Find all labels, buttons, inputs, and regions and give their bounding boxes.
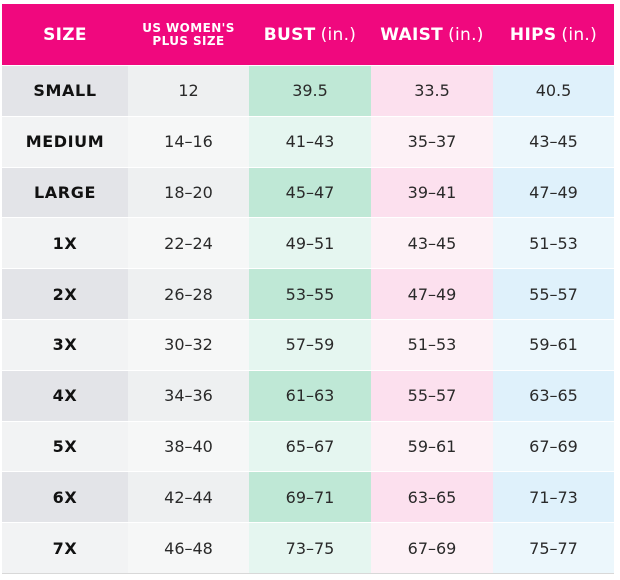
us-size-cell: 34–36 [128, 369, 249, 421]
bust-cell: 57–59 [249, 318, 371, 370]
waist-cell: 63–65 [371, 471, 493, 523]
size-cell: MEDIUM [2, 115, 128, 167]
hips-cell: 55–57 [493, 268, 614, 319]
header-us-plus-size: US WOMEN'S PLUS SIZE [128, 4, 249, 65]
header-waist-unit: (in.) [448, 24, 484, 45]
bust-cell: 49–51 [249, 217, 371, 269]
hips-cell: 67–69 [493, 420, 614, 472]
size-cell: 7X [2, 522, 128, 573]
hips-cell: 75–77 [493, 522, 614, 573]
bust-cell: 39.5 [249, 65, 371, 116]
bust-cell: 53–55 [249, 268, 371, 319]
hips-cell: 51–53 [493, 217, 614, 269]
hips-cell: 71–73 [493, 471, 614, 523]
bust-cell: 45–47 [249, 166, 371, 218]
us-size-cell: 42–44 [128, 471, 249, 523]
header-size-label: SIZE [43, 24, 87, 45]
waist-cell: 39–41 [371, 166, 493, 218]
us-size-cell: 12 [128, 65, 249, 116]
us-size-cell: 14–16 [128, 115, 249, 167]
size-cell: 5X [2, 420, 128, 472]
hips-cell: 63–65 [493, 369, 614, 421]
header-us-line2: PLUS SIZE [152, 33, 225, 48]
bust-cell: 65–67 [249, 420, 371, 472]
size-cell: 1X [2, 217, 128, 269]
waist-cell: 33.5 [371, 65, 493, 116]
header-size: SIZE [2, 4, 128, 65]
bust-cell: 61–63 [249, 369, 371, 421]
waist-cell: 51–53 [371, 318, 493, 370]
size-cell: 6X [2, 471, 128, 523]
size-cell: SMALL [2, 65, 128, 116]
header-us-line1: US WOMEN'S [142, 20, 235, 35]
header-hips: HIPS (in.) [493, 4, 614, 65]
size-cell: 2X [2, 268, 128, 319]
hips-cell: 47–49 [493, 166, 614, 218]
size-chart-table: SIZE US WOMEN'S PLUS SIZE BUST (in.) WAI… [2, 4, 614, 574]
waist-cell: 67–69 [371, 522, 493, 573]
waist-cell: 59–61 [371, 420, 493, 472]
header-us-plus-size-label: US WOMEN'S PLUS SIZE [142, 20, 235, 48]
us-size-cell: 30–32 [128, 318, 249, 370]
us-size-cell: 38–40 [128, 420, 249, 472]
hips-cell: 59–61 [493, 318, 614, 370]
header-hips-label: HIPS [509, 24, 557, 45]
waist-cell: 43–45 [371, 217, 493, 269]
header-bust: BUST (in.) [249, 4, 371, 65]
us-size-cell: 26–28 [128, 268, 249, 319]
header-waist-label: WAIST [380, 24, 444, 45]
size-cell: LARGE [2, 166, 128, 218]
size-cell: 4X [2, 369, 128, 421]
us-size-cell: 46–48 [128, 522, 249, 573]
header-hips-unit: (in.) [561, 24, 598, 45]
header-bust-label: BUST [263, 24, 316, 45]
waist-cell: 35–37 [371, 115, 493, 167]
hips-cell: 43–45 [493, 115, 614, 167]
waist-cell: 55–57 [371, 369, 493, 421]
us-size-cell: 18–20 [128, 166, 249, 218]
header-waist: WAIST (in.) [371, 4, 493, 65]
hips-cell: 40.5 [493, 65, 614, 116]
bust-cell: 73–75 [249, 522, 371, 573]
header-bust-unit: (in.) [320, 24, 357, 45]
size-cell: 3X [2, 318, 128, 370]
waist-cell: 47–49 [371, 268, 493, 319]
bust-cell: 69–71 [249, 471, 371, 523]
bust-cell: 41–43 [249, 115, 371, 167]
us-size-cell: 22–24 [128, 217, 249, 269]
